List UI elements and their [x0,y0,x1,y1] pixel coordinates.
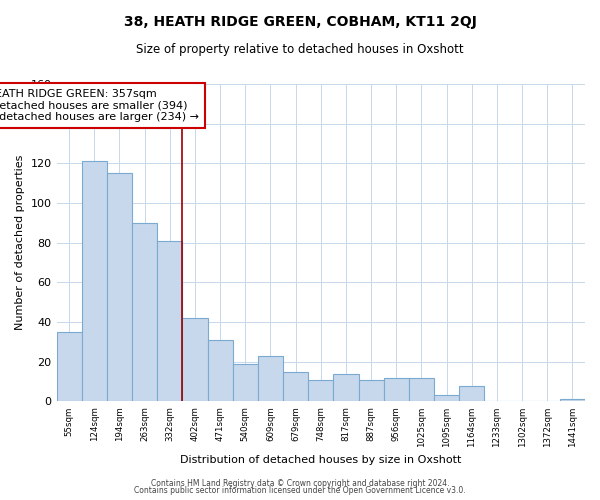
Bar [283,372,308,402]
Bar [383,378,409,402]
Bar [459,386,484,402]
Bar [182,318,208,402]
Bar [157,240,182,402]
Text: 38 HEATH RIDGE GREEN: 357sqm
← 63% of detached houses are smaller (394)
37% of s: 38 HEATH RIDGE GREEN: 357sqm ← 63% of de… [0,89,199,122]
Text: Contains public sector information licensed under the Open Government Licence v3: Contains public sector information licen… [134,486,466,495]
Bar [409,378,434,402]
Bar [82,162,107,402]
Text: 38, HEATH RIDGE GREEN, COBHAM, KT11 2QJ: 38, HEATH RIDGE GREEN, COBHAM, KT11 2QJ [124,15,476,29]
Bar [308,380,334,402]
Bar [56,332,82,402]
Bar [107,174,132,402]
Text: Size of property relative to detached houses in Oxshott: Size of property relative to detached ho… [136,42,464,56]
Bar [132,223,157,402]
Bar [560,400,585,402]
Bar [258,356,283,402]
Bar [334,374,359,402]
Bar [233,364,258,402]
Bar [434,396,459,402]
Bar [208,340,233,402]
Y-axis label: Number of detached properties: Number of detached properties [15,155,25,330]
X-axis label: Distribution of detached houses by size in Oxshott: Distribution of detached houses by size … [180,455,461,465]
Bar [359,380,383,402]
Text: Contains HM Land Registry data © Crown copyright and database right 2024.: Contains HM Land Registry data © Crown c… [151,478,449,488]
